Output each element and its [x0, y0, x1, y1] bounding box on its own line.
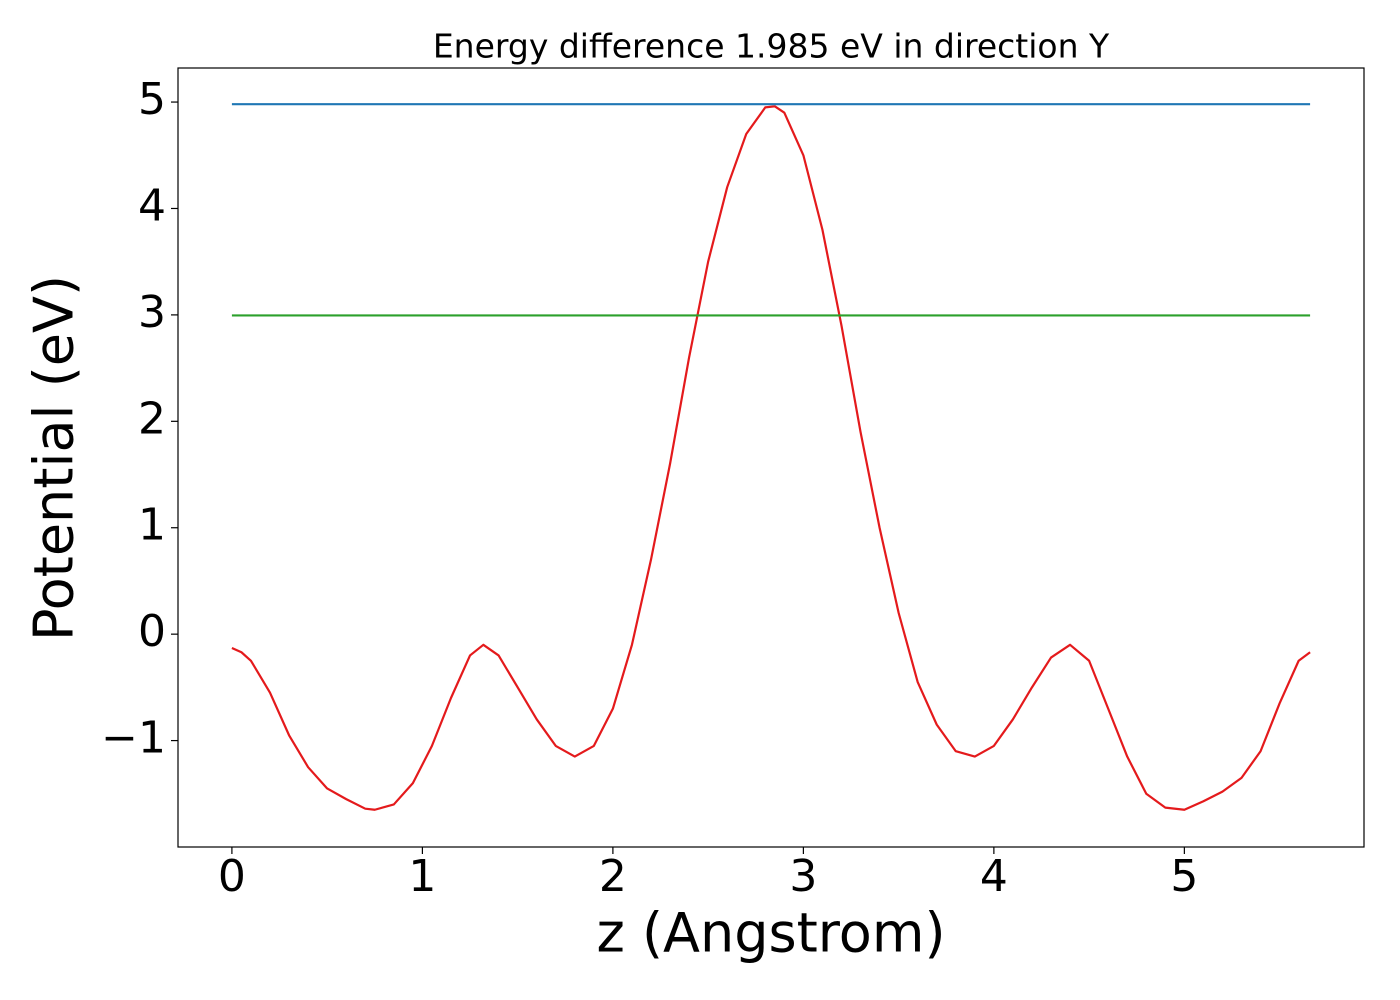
y-tick-label: 0 [138, 606, 166, 657]
data-line [231, 105, 1311, 811]
chart-title: Energy difference 1.985 eV in direction … [433, 27, 1110, 66]
x-tick-label: 5 [1170, 851, 1198, 902]
x-tick-label: 1 [408, 851, 436, 902]
y-tick-label: 1 [138, 500, 166, 551]
y-tick-label: −1 [101, 713, 166, 764]
x-tick-label: 0 [218, 851, 246, 902]
x-tick-label: 2 [599, 851, 627, 902]
x-tick-label: 4 [980, 851, 1008, 902]
axes-frame [177, 67, 1365, 848]
plot-area [231, 103, 1311, 811]
x-tick-label: 3 [789, 851, 817, 902]
y-tick-label: 3 [138, 287, 166, 338]
y-tick-label: 4 [138, 180, 166, 231]
y-axis-label: Potential (eV) [23, 275, 86, 641]
y-tick-label: 5 [138, 74, 166, 125]
y-tick-label: 2 [138, 393, 166, 444]
x-axis-label: z (Angstrom) [596, 902, 945, 965]
